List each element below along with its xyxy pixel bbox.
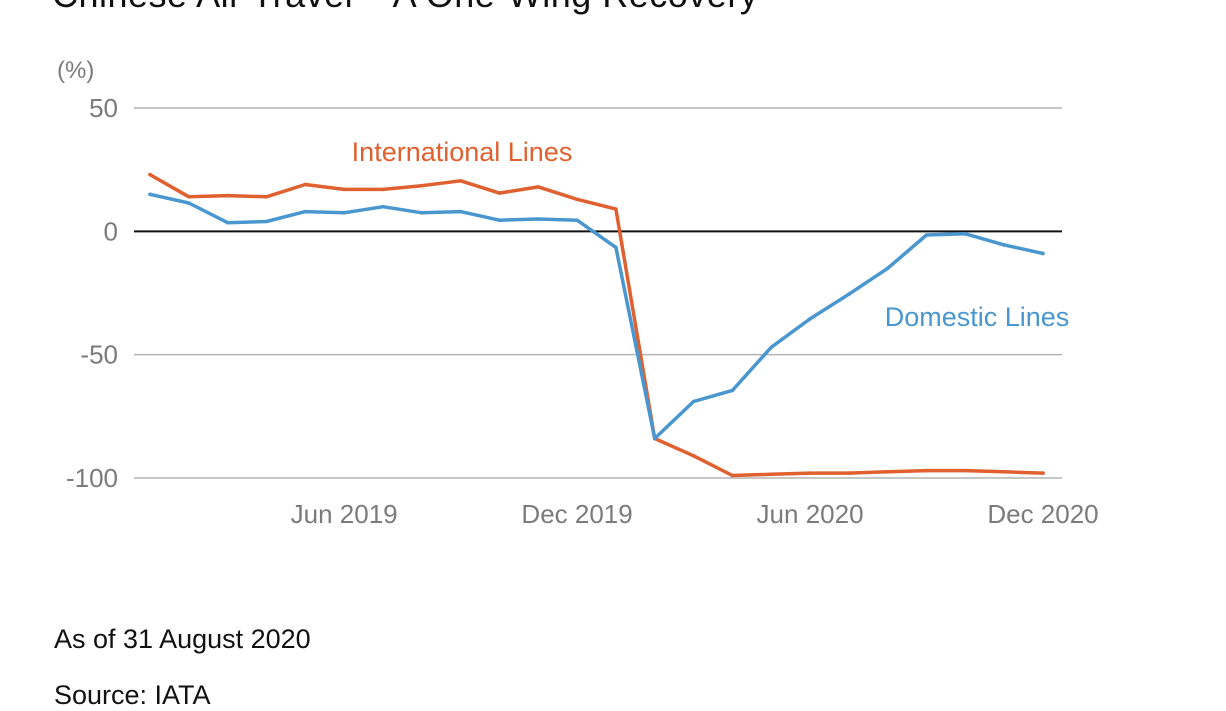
series-labels: International Lines Domestic Lines [352, 137, 1070, 332]
international-data-point [148, 172, 152, 177]
domestic-data-point [1041, 251, 1045, 256]
domestic-data-point [808, 317, 812, 321]
international-data-point [264, 195, 269, 199]
y-tick-label: -50 [80, 340, 118, 370]
chart-title: Chinese Air Travel – A One-Wing Recovery [52, 0, 758, 16]
international-data-point [808, 471, 812, 475]
domestic-data-point [225, 220, 230, 225]
domestic-data-point [458, 209, 463, 214]
domestic-data-point [264, 219, 269, 224]
international-data-point [419, 183, 424, 188]
international-data-point [691, 454, 696, 458]
y-tick-label: 0 [104, 216, 118, 246]
international-lines-series [148, 172, 1045, 478]
domestic-data-point [148, 192, 152, 197]
grid-lines [134, 107, 1062, 479]
international-data-point [885, 470, 890, 474]
international-data-point [458, 178, 463, 183]
source-note: Source: IATA [54, 680, 211, 710]
international-data-point [536, 185, 541, 189]
international-data-point [381, 187, 385, 192]
line-chart: (%) 50 0 -50 -100 Jun 2019 Dec 2019 Jun 2020 De… [57, 57, 1099, 529]
international-data-point [769, 472, 774, 477]
international-data-point [614, 207, 618, 211]
domestic-data-point [419, 211, 424, 215]
axis-labels: (%) 50 0 -50 -100 Jun 2019 Dec 2019 Jun 2020 De… [57, 57, 1099, 529]
international-data-point [924, 468, 929, 473]
international-data-point [963, 468, 968, 473]
domestic-data-point [497, 218, 502, 223]
domestic-data-point [536, 217, 541, 221]
international-data-point [497, 191, 502, 195]
domestic-data-point [303, 209, 308, 214]
domestic-data-point [730, 388, 735, 393]
domestic-data-point [924, 233, 929, 237]
domestic-data-point [187, 201, 191, 205]
x-tick-label: Dec 2020 [987, 499, 1098, 529]
domestic-data-point [652, 436, 657, 441]
as-of-date-note: As of 31 August 2020 [54, 624, 311, 654]
domestic-data-point [691, 399, 696, 404]
domestic-data-point [847, 292, 851, 297]
domestic-data-point [963, 232, 968, 236]
international-data-point [225, 193, 230, 198]
international-data-point [730, 473, 735, 478]
y-tick-label: 50 [89, 93, 118, 123]
domestic-data-point [381, 204, 385, 209]
international-data-point [1002, 470, 1006, 474]
domestic-lines-label: Domestic Lines [885, 302, 1070, 332]
y-tick-label: -100 [66, 463, 118, 493]
domestic-data-point [575, 218, 579, 223]
international-data-point [303, 182, 308, 187]
domestic-data-point [342, 211, 346, 215]
international-lines-label: International Lines [352, 137, 573, 167]
data-series [148, 172, 1045, 478]
x-tick-label: Dec 2019 [521, 499, 632, 529]
domestic-data-point [885, 266, 890, 271]
x-tick-label: Jun 2019 [291, 499, 398, 529]
domestic-data-point [769, 345, 774, 350]
x-tick-label: Jun 2020 [757, 499, 864, 529]
domestic-lines-series [148, 192, 1045, 441]
domestic-data-point [614, 245, 618, 250]
international-data-point [575, 197, 579, 202]
international-data-point [847, 471, 851, 475]
international-data-point [187, 195, 191, 199]
y-axis-unit-label: (%) [57, 57, 94, 84]
international-data-point [1041, 471, 1045, 475]
domestic-data-point [1002, 243, 1006, 247]
international-data-point [342, 187, 346, 192]
